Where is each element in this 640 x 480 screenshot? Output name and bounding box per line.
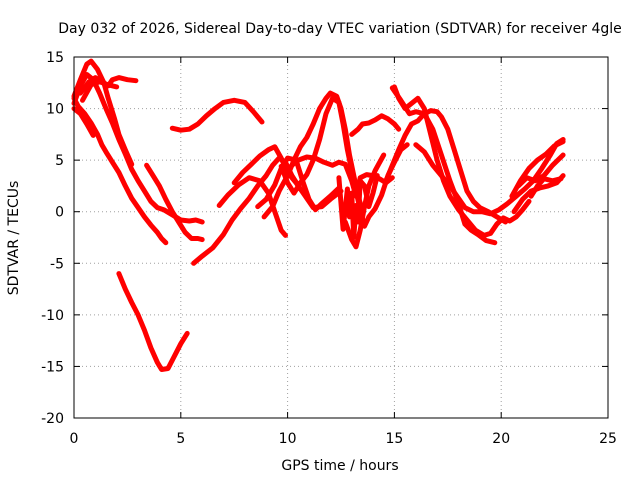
y-tick-label: 5 [55, 153, 64, 169]
y-tick-label: -5 [50, 256, 64, 272]
y-tick-label: 0 [55, 205, 64, 221]
y-tick-label: -15 [41, 359, 64, 375]
y-tick-label: -20 [41, 411, 64, 427]
y-tick-label: -10 [41, 308, 64, 324]
x-tick-label: 5 [176, 431, 185, 447]
y-ticks: -20 -15 -10 -5 0 5 10 15 [41, 50, 608, 427]
data-series [71, 58, 566, 372]
series-arc-23 [413, 137, 566, 217]
x-tick-label: 20 [492, 431, 510, 447]
y-axis-title: SDTVAR / TECUs [6, 181, 22, 296]
series-arc-19 [342, 152, 387, 250]
x-ticks: 0 5 10 15 20 25 [70, 57, 617, 447]
series-arc-8 [116, 271, 190, 372]
x-tick-label: 25 [599, 431, 617, 447]
series-arc-22 [389, 85, 498, 246]
series-arc-6 [80, 79, 120, 103]
x-tick-label: 10 [279, 431, 297, 447]
series-arc-9 [169, 97, 265, 133]
series-arc-17 [336, 173, 380, 240]
x-axis-title: GPS time / hours [281, 458, 398, 474]
series-arc-16 [278, 95, 410, 229]
x-tick-label: 15 [385, 431, 403, 447]
series-arc-7 [144, 162, 205, 243]
series-arc-4 [71, 106, 96, 138]
series-arc-20 [383, 108, 508, 225]
series-arc-2 [71, 72, 205, 225]
series-arc-11 [216, 175, 288, 238]
series-arc-26 [511, 173, 566, 215]
series-arc-13 [255, 155, 342, 213]
series-arc-25 [515, 152, 566, 189]
series-arc-27 [528, 176, 564, 199]
chart-title: Day 032 of 2026, Sidereal Day-to-day VTE… [58, 21, 622, 37]
y-tick-label: 15 [46, 50, 64, 66]
series-arc-3 [71, 95, 169, 246]
series-arc-18 [349, 113, 402, 137]
plot-frame [73, 56, 609, 419]
y-tick-label: 10 [46, 102, 64, 118]
x-tick-label: 0 [70, 431, 79, 447]
